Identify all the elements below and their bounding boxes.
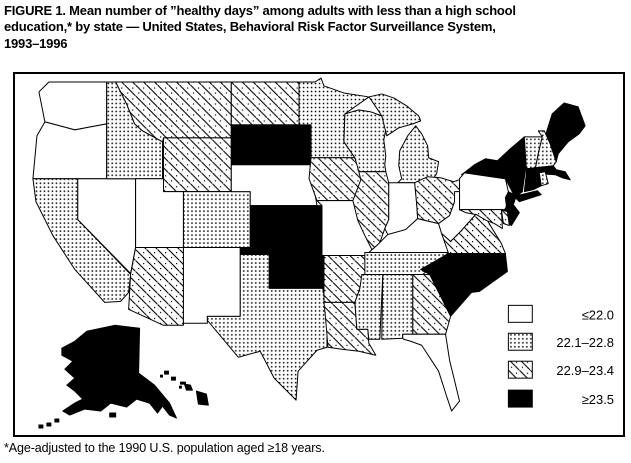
figure-title-line-1: FIGURE 1. Mean number of ”healthy days” … — [4, 3, 516, 18]
state-ri — [538, 171, 549, 187]
legend-swatch-le-22-0 — [507, 304, 533, 323]
state-ak-aleutian-island — [54, 418, 60, 423]
state-ks — [249, 205, 323, 249]
state-ak-aleutian-island — [38, 424, 44, 429]
figure-footnote: *Age-adjusted to the 1990 U.S. populatio… — [4, 441, 325, 455]
map-frame: ≤22.0 22.1–22.8 22.9–23.4 ≥23.5 — [13, 72, 625, 437]
state-nm — [182, 247, 241, 324]
state-wy — [163, 137, 232, 193]
legend-swatch-22-1-22-8 — [507, 332, 533, 351]
state-hi-maui — [183, 383, 193, 391]
state-wi — [343, 109, 387, 173]
state-hi-kauai — [164, 370, 169, 375]
state-de — [500, 209, 510, 227]
us-choropleth-map: ≤22.0 22.1–22.8 22.9–23.4 ≥23.5 — [32, 77, 614, 429]
state-ak-aleutian-island — [46, 422, 52, 427]
state-hi-niihau — [160, 374, 164, 378]
state-ct — [523, 172, 542, 193]
legend-label-22-9-23-4: 22.9–23.4 — [556, 363, 614, 378]
figure-title-line-3: 1993–1996 — [4, 35, 68, 51]
figure-title: FIGURE 1. Mean number of ”healthy days” … — [4, 3, 516, 52]
state-ak-kodiak-island — [109, 412, 117, 418]
state-hi-molokai — [179, 381, 186, 385]
state-co — [182, 191, 251, 249]
state-or — [32, 121, 108, 180]
map-legend: ≤22.0 22.1–22.8 22.9–23.4 ≥23.5 — [507, 304, 614, 408]
legend-label-le-22-0: ≤22.0 — [582, 307, 614, 322]
state-ak — [61, 324, 177, 419]
state-ny — [461, 136, 542, 203]
state-fl — [402, 333, 461, 412]
state-hi-big-island — [195, 390, 209, 406]
state-sd — [230, 124, 311, 166]
state-mi-lower-peninsula — [397, 125, 440, 184]
state-ms — [354, 273, 384, 340]
state-ia — [308, 157, 364, 202]
state-me — [545, 102, 586, 163]
state-az — [128, 247, 184, 326]
legend-swatch-22-9-23-4 — [507, 360, 533, 379]
legend-label-22-1-22-8: 22.1–22.8 — [556, 335, 614, 350]
state-al — [381, 273, 414, 340]
legend-label-ge-23-5: ≥23.5 — [582, 392, 614, 407]
state-nd — [230, 81, 300, 126]
state-hi-oahu — [170, 376, 176, 381]
legend-swatch-ge-23-5 — [507, 389, 533, 408]
state-hi-lanai — [178, 385, 182, 389]
state-mi-upper-peninsula — [368, 93, 422, 137]
figure-title-line-2: education,* by state — United States, Be… — [4, 19, 496, 35]
state-tx — [206, 254, 328, 401]
